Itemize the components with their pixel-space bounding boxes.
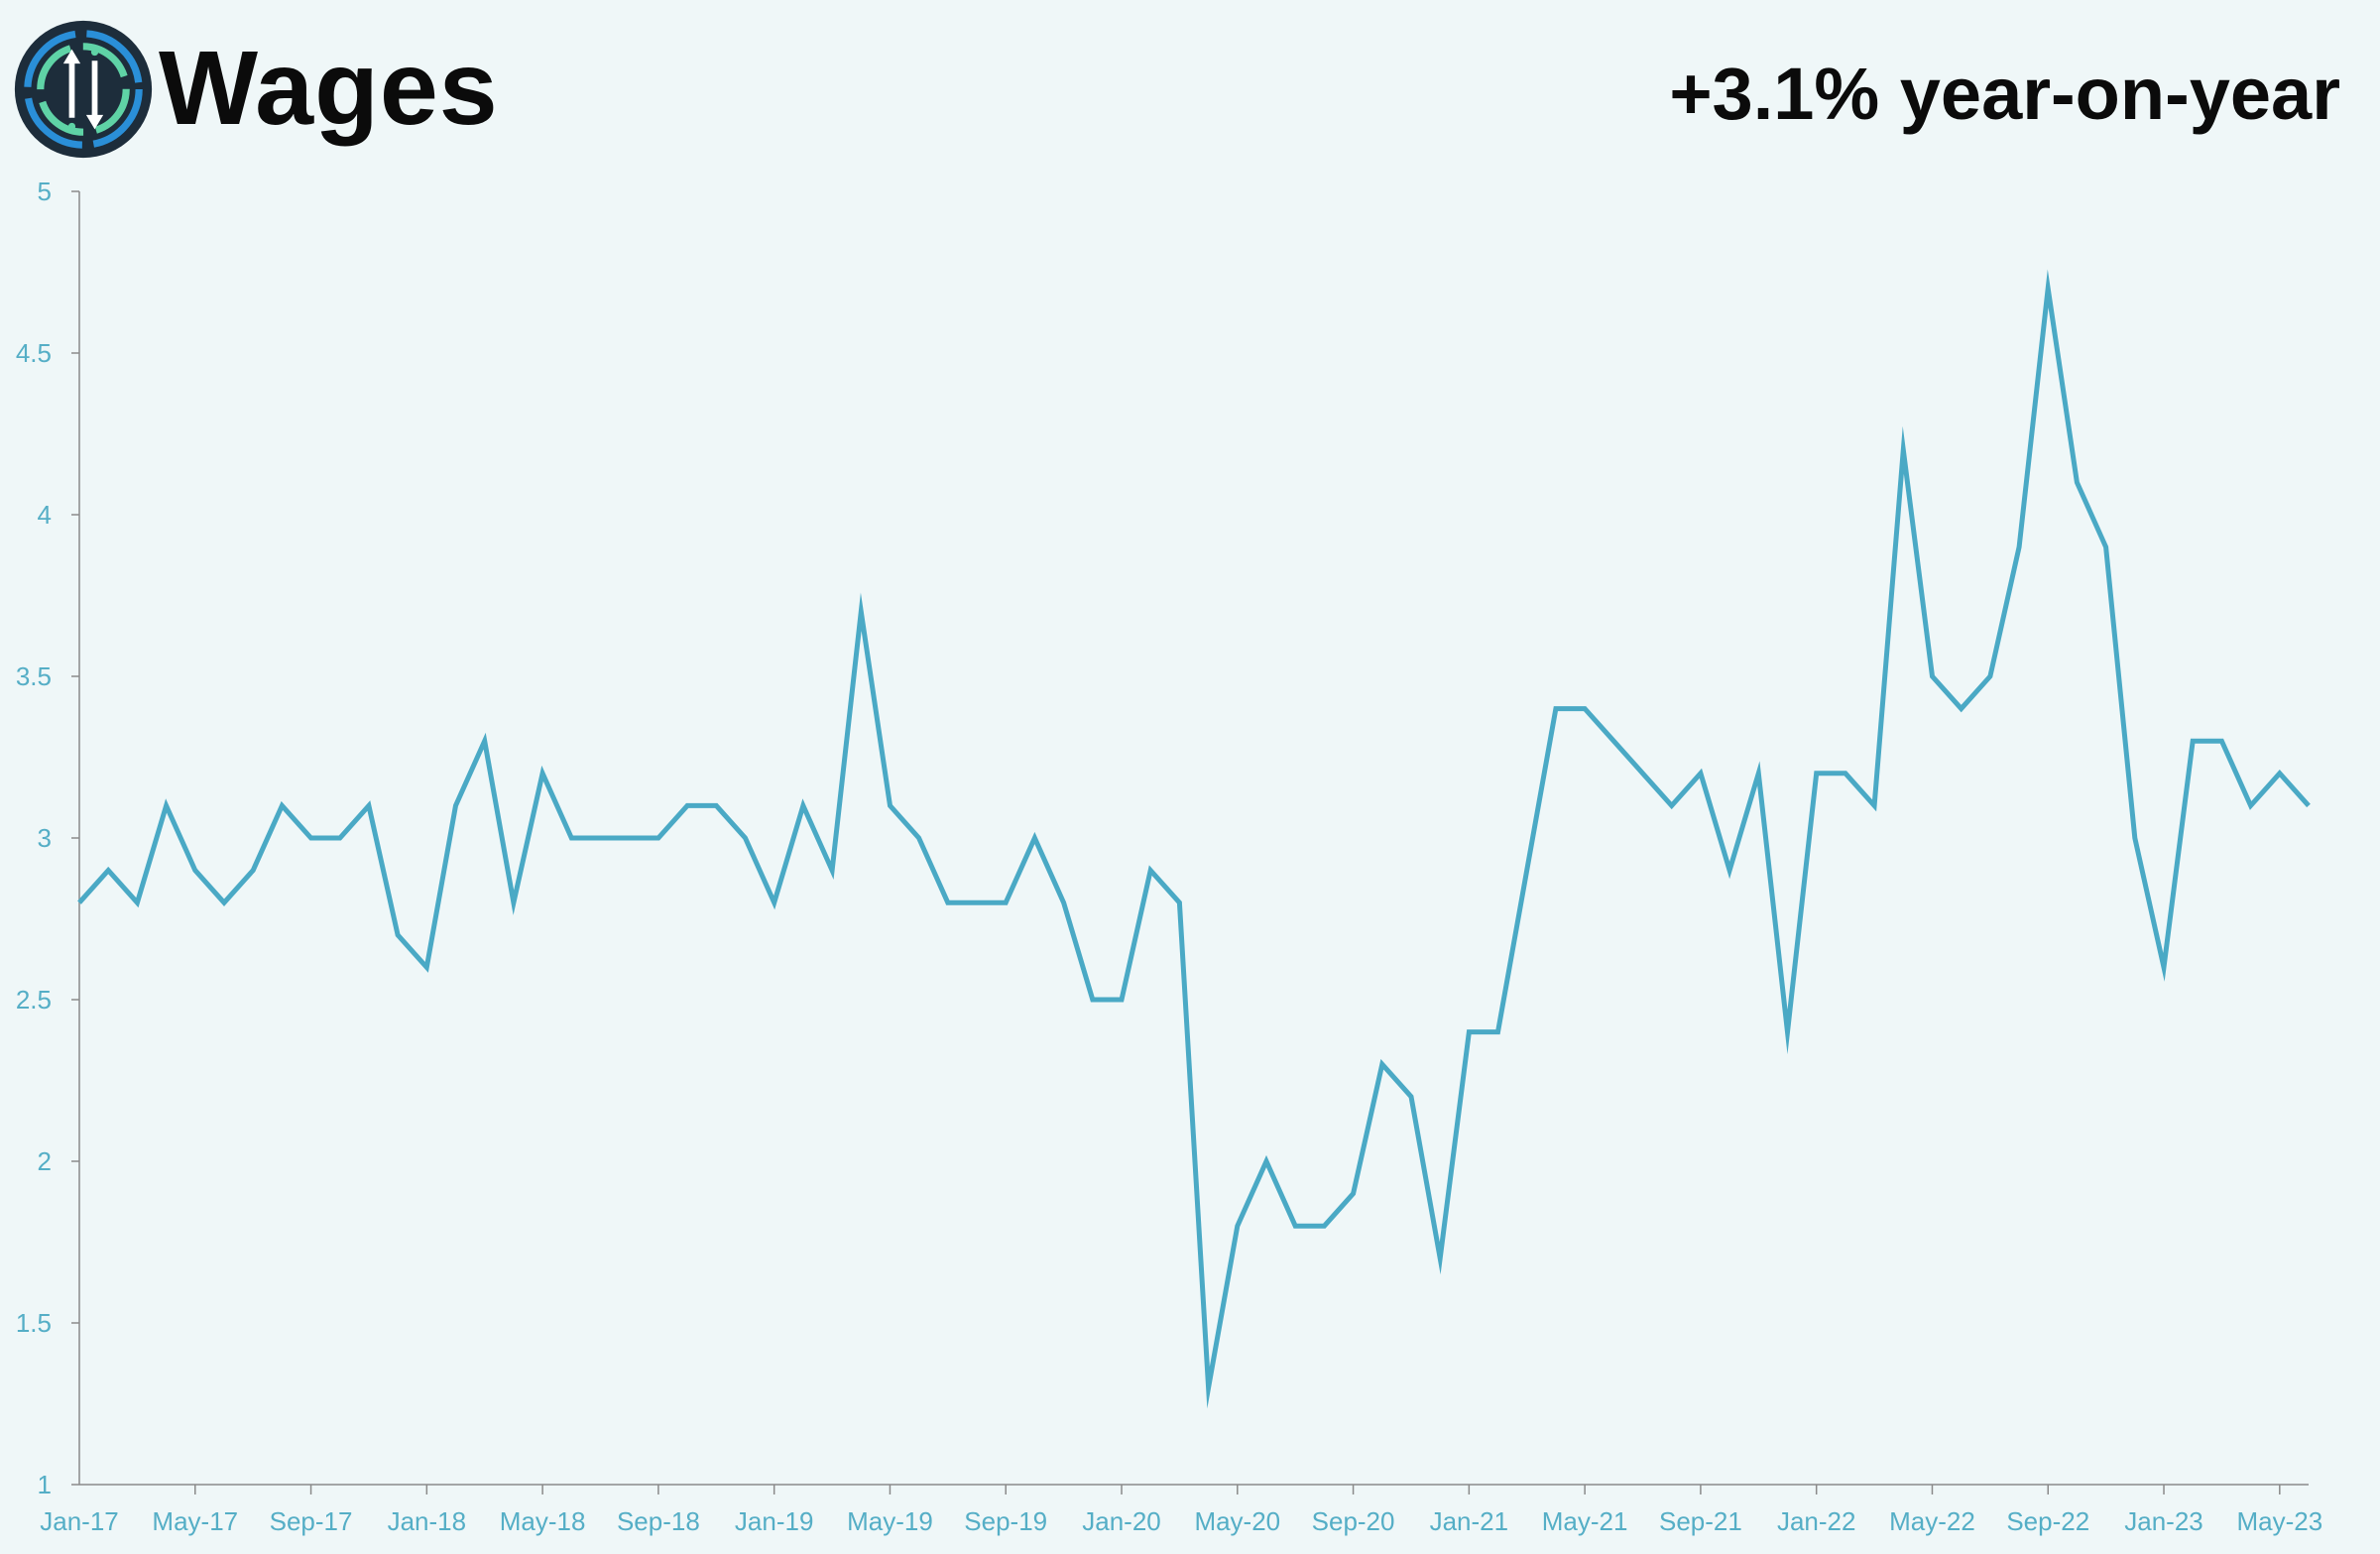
x-tick-label: May-22 <box>1889 1506 1975 1536</box>
y-tick-label: 1.5 <box>16 1308 52 1338</box>
x-tick-label: Sep-18 <box>617 1506 700 1536</box>
x-tick-label: May-18 <box>500 1506 586 1536</box>
x-tick-label: May-17 <box>152 1506 238 1536</box>
x-tick-label: Sep-21 <box>1659 1506 1742 1536</box>
y-tick-label: 2.5 <box>16 985 52 1015</box>
x-tick-label: Sep-19 <box>964 1506 1047 1536</box>
y-tick-label: 1 <box>38 1470 52 1499</box>
y-tick-label: 4.5 <box>16 338 52 368</box>
x-tick-label: Sep-20 <box>1312 1506 1395 1536</box>
chart-axes <box>78 191 2309 1486</box>
y-tick-label: 3.5 <box>16 661 52 691</box>
y-tick-label: 2 <box>38 1146 52 1176</box>
x-axis-ticks: Jan-17 May-17 Sep-17 Jan-18 May-18 Sep-18 Jan-… <box>40 1485 2322 1536</box>
x-tick-label: Jan-18 <box>388 1506 467 1536</box>
x-tick-label: Jan-17 <box>40 1506 119 1536</box>
x-tick-label: Jan-22 <box>1777 1506 1856 1536</box>
x-tick-label: May-19 <box>847 1506 933 1536</box>
series-line <box>77 269 2311 1409</box>
y-axis-ticks: 1 1.5 2 2.5 3 3.5 4 4.5 5 <box>16 177 79 1499</box>
x-tick-label: Jan-19 <box>735 1506 814 1536</box>
x-tick-label: Jan-23 <box>2124 1506 2203 1536</box>
logo-icon <box>14 20 153 159</box>
y-tick-label: 5 <box>38 177 52 206</box>
x-tick-label: Sep-17 <box>270 1506 353 1536</box>
x-tick-label: May-21 <box>1542 1506 1628 1536</box>
y-tick-label: 4 <box>38 500 52 530</box>
x-tick-label: Jan-20 <box>1082 1506 1161 1536</box>
y-tick-label: 3 <box>38 823 52 853</box>
headline-stat: +3.1% year-on-year <box>1669 53 2340 135</box>
page-title: Wages <box>159 30 499 147</box>
x-tick-label: Sep-22 <box>2006 1506 2089 1536</box>
x-tick-label: Jan-21 <box>1430 1506 1509 1536</box>
plot-area <box>77 269 2311 1409</box>
x-tick-label: May-23 <box>2236 1506 2322 1536</box>
x-tick-label: May-20 <box>1194 1506 1280 1536</box>
